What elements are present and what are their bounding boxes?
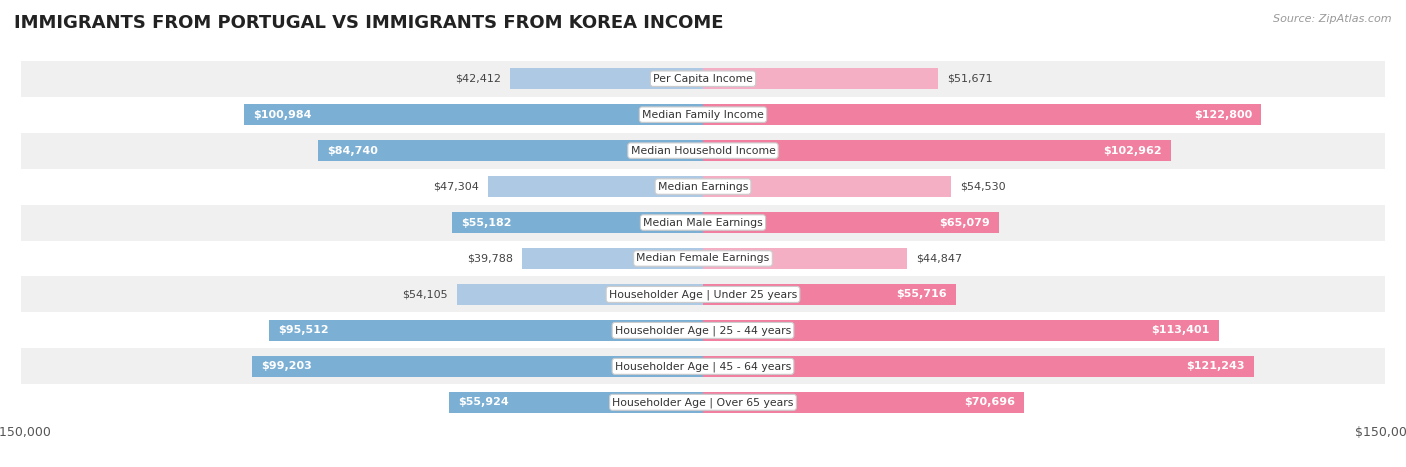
Bar — [703, 320, 1219, 341]
Bar — [21, 384, 1385, 420]
Text: $70,696: $70,696 — [965, 397, 1015, 407]
Text: IMMIGRANTS FROM PORTUGAL VS IMMIGRANTS FROM KOREA INCOME: IMMIGRANTS FROM PORTUGAL VS IMMIGRANTS F… — [14, 14, 724, 32]
Text: Householder Age | Over 65 years: Householder Age | Over 65 years — [612, 397, 794, 408]
Bar — [510, 68, 703, 89]
Bar — [449, 392, 703, 413]
Bar — [703, 212, 998, 233]
Bar — [703, 140, 1171, 161]
Bar — [522, 248, 703, 269]
Text: $113,401: $113,401 — [1152, 325, 1209, 335]
Text: Per Capita Income: Per Capita Income — [652, 74, 754, 84]
Bar — [703, 356, 1254, 377]
Text: $122,800: $122,800 — [1194, 110, 1253, 120]
Bar — [488, 176, 703, 197]
Text: $100,984: $100,984 — [253, 110, 312, 120]
Text: Householder Age | 25 - 44 years: Householder Age | 25 - 44 years — [614, 325, 792, 336]
Text: Householder Age | Under 25 years: Householder Age | Under 25 years — [609, 289, 797, 300]
Bar — [252, 356, 703, 377]
Bar — [453, 212, 703, 233]
Bar — [703, 68, 938, 89]
Bar — [703, 248, 907, 269]
Bar — [21, 61, 1385, 97]
Bar — [21, 205, 1385, 241]
Text: Median Household Income: Median Household Income — [630, 146, 776, 156]
Bar — [457, 284, 703, 305]
Text: $65,079: $65,079 — [939, 218, 990, 227]
Text: $54,530: $54,530 — [960, 182, 1005, 191]
Text: $51,671: $51,671 — [948, 74, 993, 84]
Text: Median Female Earnings: Median Female Earnings — [637, 254, 769, 263]
Text: $44,847: $44,847 — [915, 254, 962, 263]
Bar — [703, 284, 956, 305]
Text: $55,716: $55,716 — [897, 290, 948, 299]
Text: Householder Age | 45 - 64 years: Householder Age | 45 - 64 years — [614, 361, 792, 372]
Bar — [21, 97, 1385, 133]
Bar — [21, 133, 1385, 169]
Text: $47,304: $47,304 — [433, 182, 479, 191]
Bar — [269, 320, 703, 341]
Bar — [703, 392, 1025, 413]
Text: Source: ZipAtlas.com: Source: ZipAtlas.com — [1274, 14, 1392, 24]
Bar — [21, 276, 1385, 312]
Bar — [703, 176, 950, 197]
Text: $54,105: $54,105 — [402, 290, 449, 299]
Bar — [318, 140, 703, 161]
Text: $84,740: $84,740 — [326, 146, 378, 156]
Text: $102,962: $102,962 — [1104, 146, 1161, 156]
Text: $55,924: $55,924 — [458, 397, 509, 407]
Bar — [21, 169, 1385, 205]
Bar — [703, 104, 1261, 125]
Text: $39,788: $39,788 — [467, 254, 513, 263]
Text: $55,182: $55,182 — [461, 218, 512, 227]
Bar — [243, 104, 703, 125]
Text: $42,412: $42,412 — [456, 74, 501, 84]
Text: $121,243: $121,243 — [1187, 361, 1246, 371]
Text: $99,203: $99,203 — [262, 361, 312, 371]
Text: Median Family Income: Median Family Income — [643, 110, 763, 120]
Bar — [21, 312, 1385, 348]
Text: Median Earnings: Median Earnings — [658, 182, 748, 191]
Text: $95,512: $95,512 — [278, 325, 329, 335]
Text: Median Male Earnings: Median Male Earnings — [643, 218, 763, 227]
Bar — [21, 348, 1385, 384]
Bar — [21, 241, 1385, 276]
